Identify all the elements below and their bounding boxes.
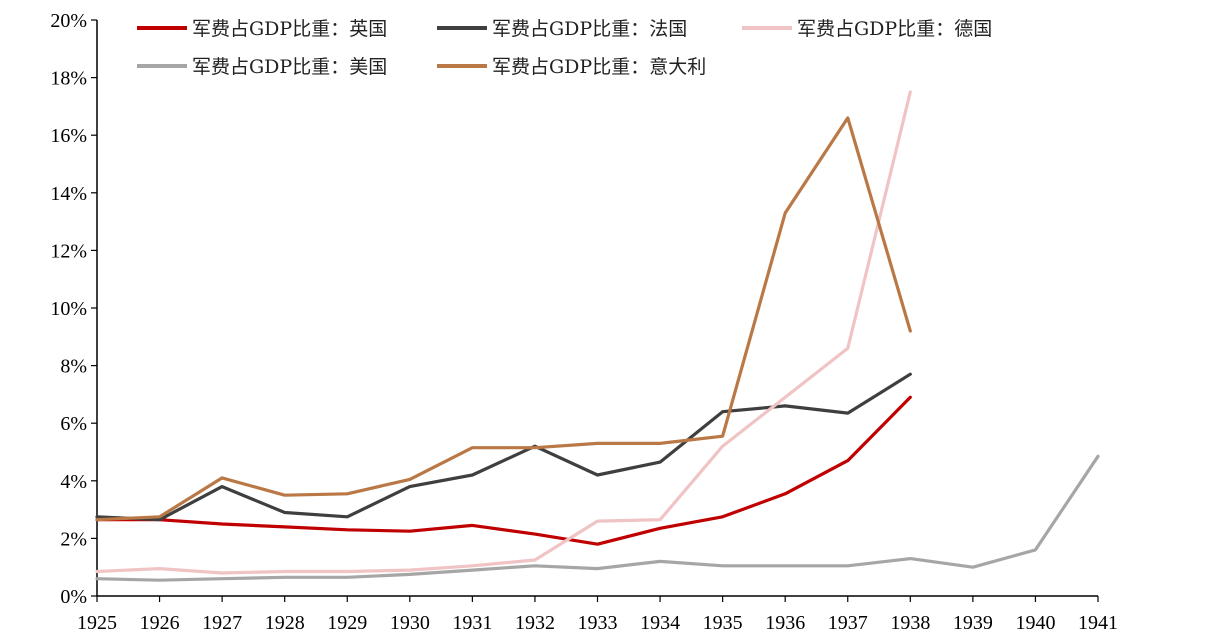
y-tick-label: 16%	[50, 125, 87, 147]
y-tick-label: 12%	[50, 240, 87, 262]
x-tick-label: 1939	[953, 612, 993, 634]
legend-label: 军费占GDP比重：意大利	[492, 56, 706, 78]
x-tick-label: 1935	[703, 612, 743, 634]
x-tick-label: 1929	[327, 612, 367, 634]
x-tick-label: 1932	[515, 612, 555, 634]
x-tick-label: 1938	[890, 612, 930, 634]
x-tick-label: 1940	[1015, 612, 1055, 634]
y-tick-label: 14%	[50, 183, 87, 205]
x-tick-label: 1930	[390, 612, 430, 634]
y-tick-label: 2%	[60, 528, 87, 550]
y-tick-label: 10%	[50, 298, 87, 320]
legend-label: 军费占GDP比重：德国	[797, 18, 992, 40]
x-tick-label: 1933	[578, 612, 618, 634]
legend: 军费占GDP比重：英国 军费占GDP比重：法国 军费占GDP比重：德国军费占GDP比…	[137, 18, 992, 78]
x-tick-label: 1941	[1078, 612, 1118, 634]
x-tick-label: 1925	[77, 612, 117, 634]
legend-label: 军费占GDP比重：美国	[192, 56, 387, 78]
x-tick-label: 1931	[452, 612, 492, 634]
x-tick-label: 1928	[265, 612, 305, 634]
x-tick-label: 1927	[202, 612, 242, 634]
y-tick-labels: 0% 2% 4% 6% 8% 10% 12% 14% 16% 18% 20%	[50, 10, 97, 608]
y-tick-label: 18%	[50, 68, 87, 90]
legend-label: 军费占GDP比重：英国	[192, 18, 387, 40]
series-line-2	[95, 90, 912, 575]
x-tick-label: 1934	[640, 612, 680, 634]
y-tick-label: 6%	[60, 413, 87, 435]
series-line-0	[95, 395, 912, 546]
x-tick-label: 1937	[828, 612, 868, 634]
y-tick-label: 4%	[60, 471, 87, 493]
axes	[96, 20, 1098, 597]
x-tick-label: 1936	[765, 612, 805, 634]
y-tick-label: 20%	[50, 10, 87, 32]
x-tick-labels: 1925 1926 1927 1928 1929 1930 1931 1932 1933 1934…	[77, 596, 1118, 634]
y-tick-label: 0%	[60, 586, 87, 608]
y-tick-label: 8%	[60, 356, 87, 378]
series-lines	[95, 90, 1100, 582]
series-line-4	[95, 116, 912, 522]
series-line-3	[95, 454, 1100, 582]
legend-label: 军费占GDP比重：法国	[492, 18, 687, 40]
x-tick-label: 1926	[140, 612, 180, 634]
